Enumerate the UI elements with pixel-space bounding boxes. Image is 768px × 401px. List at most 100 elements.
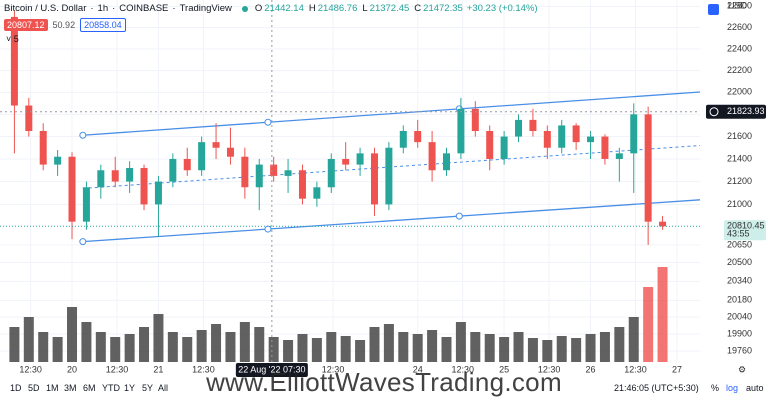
x-tick-label: 12:30: [106, 364, 129, 374]
interval[interactable]: 1h: [97, 3, 109, 14]
x-tick-label: 12:30: [538, 364, 561, 374]
y-tick-label: 22000: [727, 87, 752, 97]
countdown: 43:55: [727, 229, 750, 239]
candle-body: [630, 114, 638, 154]
volume-bar: [67, 307, 78, 362]
volume-bar: [81, 322, 92, 362]
volume-bar: [124, 334, 135, 362]
candle-body: [313, 187, 321, 199]
volume-bar: [585, 334, 596, 362]
range-button[interactable]: All: [158, 383, 169, 393]
price-axis-bg: [700, 0, 768, 380]
handle: [264, 118, 272, 126]
add-alert[interactable]: [709, 107, 719, 117]
range-button[interactable]: 6M: [83, 383, 96, 393]
x-tick-label: 24: [413, 364, 423, 374]
candle-body: [212, 142, 220, 148]
volume-bar: [355, 340, 366, 362]
indicators-toggle[interactable]: ˅ 5: [6, 34, 19, 44]
range-button[interactable]: 1D: [10, 383, 22, 393]
volume-bar: [455, 322, 466, 362]
volume-bar: [369, 327, 380, 362]
volume-bar: [52, 337, 63, 362]
candle-body: [154, 181, 162, 205]
volume-bar: [571, 338, 582, 362]
ohlc-key: O: [254, 3, 263, 14]
candle-body: [515, 119, 523, 137]
range-button[interactable]: 1Y: [124, 383, 136, 393]
crosshair-date: 22 Aug '22 07:30: [238, 364, 305, 374]
volume-bar: [383, 324, 394, 362]
candle-body: [126, 167, 134, 182]
x-tick-label: 12:30: [624, 364, 647, 374]
y-tick-label: 20180: [727, 295, 752, 305]
last-price: 20810.45: [727, 221, 765, 231]
settings-icon[interactable]: [708, 4, 719, 15]
volume-bar: [326, 332, 337, 362]
x-tick-label: 12:30: [192, 364, 215, 374]
ohlc-value: 21472.35: [423, 3, 463, 14]
candle-body: [471, 108, 479, 131]
y-tick-label: 21600: [727, 131, 752, 141]
range-button[interactable]: 1M: [46, 383, 59, 393]
range-button[interactable]: YTD: [102, 383, 120, 393]
settings-gear[interactable]: ⚙: [738, 364, 746, 374]
volume-bar: [614, 327, 625, 362]
volume-bar: [153, 314, 164, 362]
y-tick-label: 21200: [727, 176, 752, 186]
candle-body: [68, 156, 76, 222]
candle-body: [255, 164, 263, 188]
currency: USD: [728, 0, 748, 10]
candle-body: [183, 158, 191, 171]
candle-body: [54, 156, 62, 165]
symbol: Bitcoin / U.S. Dollar: [4, 3, 87, 14]
range-button[interactable]: 5Y: [142, 383, 154, 393]
candle-body: [284, 170, 292, 176]
price-labels: 20807.12 50.92 20858.04: [4, 18, 126, 32]
ohlc-value: 21486.76: [317, 3, 358, 14]
volume-bar: [340, 336, 351, 362]
scale-button[interactable]: %: [711, 383, 720, 393]
sell-price[interactable]: 20807.12: [4, 19, 48, 31]
volume-bar: [110, 337, 121, 362]
y-tick-label: 22600: [727, 22, 752, 32]
range-button[interactable]: 5D: [28, 383, 40, 393]
volume-bar: [657, 267, 668, 362]
exchange: COINBASE: [119, 3, 169, 14]
volume-bar: [23, 317, 34, 362]
scale-button[interactable]: auto: [746, 383, 764, 393]
candle-body: [659, 221, 667, 227]
scale-button[interactable]: log: [726, 383, 739, 393]
buy-price[interactable]: 20858.04: [80, 18, 126, 32]
candle-body: [399, 130, 407, 148]
y-tick-label: 20040: [727, 311, 752, 321]
volume-bar: [542, 340, 553, 362]
x-tick-label: 27: [672, 364, 682, 374]
x-tick-label: 12:30: [451, 364, 474, 374]
channel-line: [82, 199, 701, 243]
candle-body: [298, 170, 306, 199]
candle-body: [500, 136, 508, 159]
y-tick-label: 20500: [727, 257, 752, 267]
candle-body: [198, 142, 206, 171]
candle-body: [587, 136, 595, 143]
y-tick-label: 22800: [727, 1, 752, 11]
range-button[interactable]: 3M: [64, 383, 77, 393]
x-tick-label: 26: [586, 364, 596, 374]
handle: [79, 131, 87, 139]
volume-bar: [297, 334, 308, 362]
y-tick-label: 21000: [727, 199, 752, 209]
x-tick-label: 25: [499, 364, 509, 374]
volume-bar: [225, 332, 236, 362]
volume-bar: [268, 337, 279, 362]
last-price-box: [724, 220, 766, 241]
candle-body: [529, 119, 537, 131]
volume-bar: [211, 324, 222, 362]
spread: 50.92: [52, 20, 76, 30]
candle-body: [140, 167, 148, 205]
candle-body: [10, 16, 18, 106]
candle-body: [270, 164, 278, 176]
candle-body: [370, 153, 378, 205]
candle-body: [644, 114, 652, 222]
